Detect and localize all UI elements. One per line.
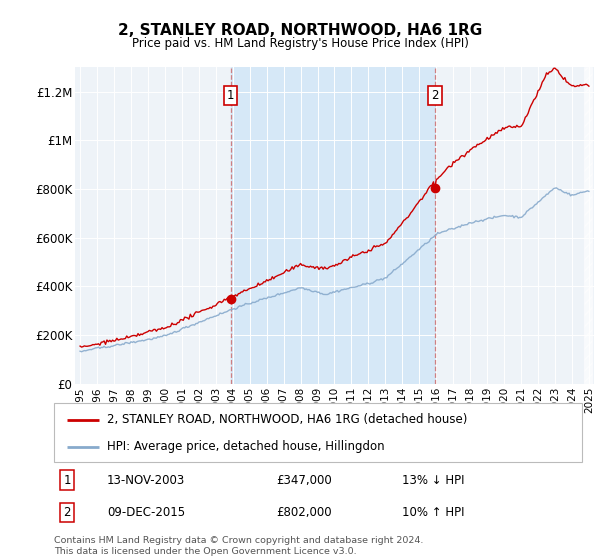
- FancyBboxPatch shape: [54, 403, 582, 462]
- Text: 1: 1: [227, 88, 234, 102]
- Text: £347,000: £347,000: [276, 474, 332, 487]
- Text: 10% ↑ HPI: 10% ↑ HPI: [403, 506, 465, 519]
- Bar: [584, 67, 592, 384]
- Text: 2, STANLEY ROAD, NORTHWOOD, HA6 1RG: 2, STANLEY ROAD, NORTHWOOD, HA6 1RG: [118, 24, 482, 38]
- Text: 1: 1: [64, 474, 71, 487]
- Text: HPI: Average price, detached house, Hillingdon: HPI: Average price, detached house, Hill…: [107, 440, 385, 453]
- Text: 09-DEC-2015: 09-DEC-2015: [107, 506, 185, 519]
- Text: 2: 2: [431, 88, 439, 102]
- Bar: [230, 67, 435, 384]
- Text: £802,000: £802,000: [276, 506, 331, 519]
- Text: 13% ↓ HPI: 13% ↓ HPI: [403, 474, 465, 487]
- Text: Contains HM Land Registry data © Crown copyright and database right 2024.
This d: Contains HM Land Registry data © Crown c…: [54, 536, 424, 556]
- Text: 2, STANLEY ROAD, NORTHWOOD, HA6 1RG (detached house): 2, STANLEY ROAD, NORTHWOOD, HA6 1RG (det…: [107, 413, 467, 426]
- Text: Price paid vs. HM Land Registry's House Price Index (HPI): Price paid vs. HM Land Registry's House …: [131, 37, 469, 50]
- Text: 13-NOV-2003: 13-NOV-2003: [107, 474, 185, 487]
- Text: 2: 2: [64, 506, 71, 519]
